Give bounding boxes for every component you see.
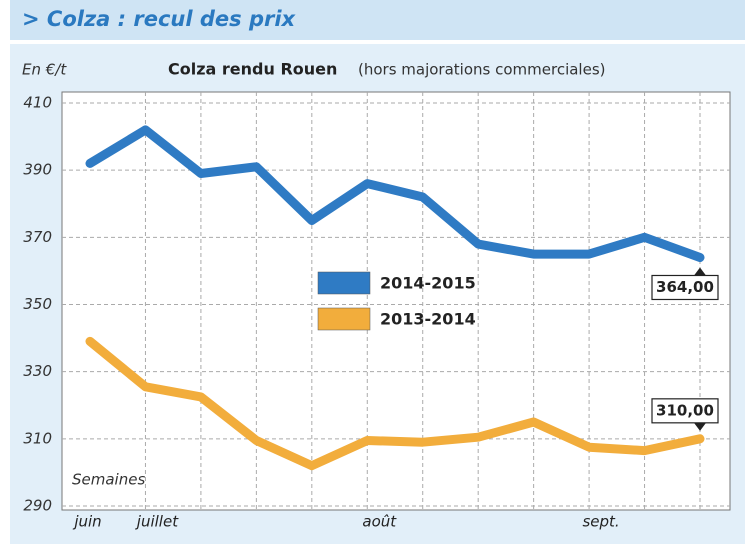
- y-tick-label: 310: [23, 429, 52, 447]
- y-tick-label: 390: [23, 161, 52, 179]
- data-label: 364,00: [656, 278, 714, 296]
- x-tick-label: août: [362, 513, 397, 531]
- y-tick-label: 290: [23, 497, 52, 515]
- y-axis-label: En €/t: [22, 61, 67, 79]
- x-tick-label: juillet: [135, 513, 179, 531]
- data-label: 310,00: [656, 401, 714, 419]
- x-tick-label: sept.: [582, 513, 619, 531]
- y-tick-label: 410: [23, 94, 52, 112]
- marks: 364,00 310,00: [85, 125, 719, 471]
- x-axis-label: Semaines: [72, 471, 145, 489]
- y-tick-label: 330: [23, 362, 52, 380]
- chart-title: Colza rendu Rouen: [168, 60, 337, 79]
- label-pointer: [694, 267, 706, 276]
- banner: [10, 0, 745, 40]
- grid: [62, 92, 730, 510]
- y-tick-label: 370: [23, 228, 52, 246]
- label-pointer: [694, 422, 706, 431]
- legend-swatch: [317, 271, 371, 295]
- legend-label: 2014-2015: [380, 274, 476, 293]
- x-tick-label: juin: [72, 513, 101, 531]
- legend-swatch: [317, 307, 371, 331]
- legend-label: 2013-2014: [380, 310, 476, 329]
- banner-title: > Colza : recul des prix: [22, 7, 297, 31]
- series-line: [85, 336, 705, 471]
- label-box: [651, 398, 719, 424]
- label-box: [651, 274, 719, 301]
- chart-subtitle: (hors majorations commerciales): [358, 61, 606, 79]
- series-line: [85, 125, 705, 262]
- y-tick-label: 350: [23, 295, 52, 313]
